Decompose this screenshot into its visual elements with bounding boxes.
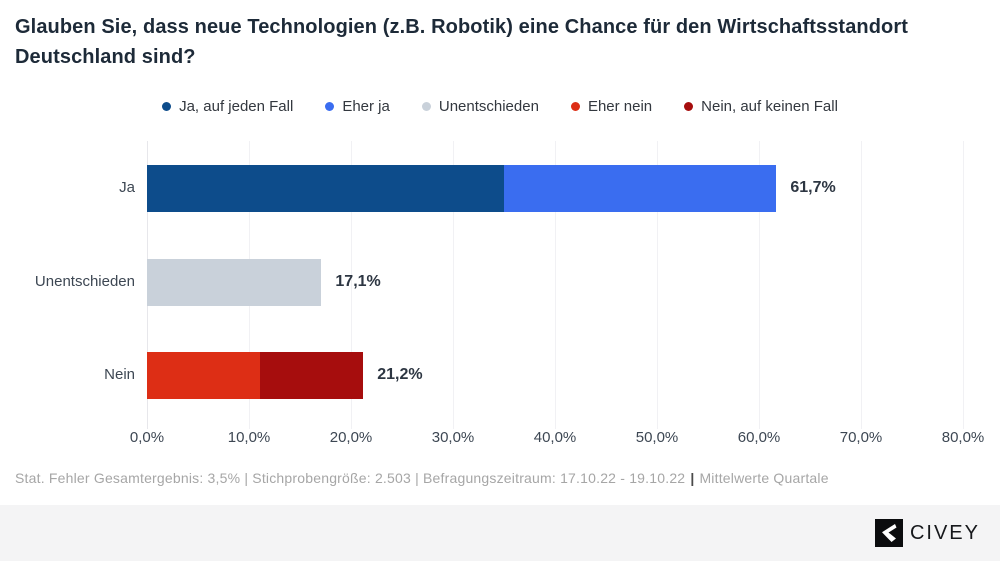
legend-label: Nein, auf keinen Fall <box>701 98 838 115</box>
legend-item: Nein, auf keinen Fall <box>684 98 838 115</box>
bar-row <box>147 352 363 399</box>
legend-item: Ja, auf jeden Fall <box>162 98 293 115</box>
bar-segment <box>147 259 321 306</box>
category-label: Nein <box>104 366 135 383</box>
legend-dot <box>570 102 580 111</box>
legend-label: Eher ja <box>342 98 390 115</box>
legend: Ja, auf jeden Fall Eher ja Unentschieden Eh… <box>0 98 1000 115</box>
footer-strip: CIVEY <box>0 505 1000 561</box>
bar-segment <box>147 352 261 399</box>
legend-item: Unentschieden <box>421 98 539 115</box>
category-label: Unentschieden <box>34 273 135 290</box>
source-main: Stat. Fehler Gesamtergebnis: 3,5% | Stic… <box>15 470 686 486</box>
source-highlight: Mittelwerte Quartale <box>699 470 829 486</box>
x-axis-tick-label: 50,0% <box>635 429 679 446</box>
bar-row <box>147 259 321 306</box>
civey-logo-text: CIVEY <box>909 521 980 544</box>
legend-label: Unentschieden <box>438 98 539 115</box>
bar-value-label: 17,1% <box>335 273 381 290</box>
legend-item: Eher ja <box>325 98 390 115</box>
bar-segment <box>260 352 363 399</box>
x-axis-tick-label: 60,0% <box>737 429 781 446</box>
x-axis-tick-label: 10,0% <box>227 429 271 446</box>
x-axis-tick-label: 20,0% <box>329 429 373 446</box>
x-axis-tick-label: 0,0% <box>129 429 165 446</box>
gridline <box>555 141 556 429</box>
source-line: Stat. Fehler Gesamtergebnis: 3,5% | Stic… <box>15 470 829 486</box>
legend-label: Ja, auf jeden Fall <box>179 98 294 115</box>
x-axis-tick-label: 40,0% <box>533 429 577 446</box>
legend-dot <box>325 102 335 111</box>
gridline <box>453 141 454 429</box>
bar-segment <box>147 165 504 212</box>
gridline <box>963 141 964 429</box>
gridline <box>351 141 352 429</box>
gridline <box>759 141 760 429</box>
bar-value-label: 61,7% <box>790 179 836 196</box>
civey-logo: CIVEY <box>874 519 980 547</box>
legend-dot <box>421 102 431 111</box>
gridline <box>657 141 658 429</box>
chart-title: Glauben Sie, dass neue Technologien (z.B… <box>15 16 909 68</box>
category-label: Ja <box>119 179 135 196</box>
legend-dot <box>162 102 172 111</box>
bar-segment <box>503 165 776 212</box>
bar-row <box>147 165 776 212</box>
source-divider: | <box>690 470 695 486</box>
gridline <box>861 141 862 429</box>
legend-label: Eher nein <box>587 98 653 115</box>
legend-item: Eher nein <box>570 98 653 115</box>
x-axis-tick-label: 80,0% <box>941 429 985 446</box>
x-axis-tick-label: 30,0% <box>431 429 475 446</box>
legend-dot <box>684 102 694 111</box>
x-axis-tick-label: 70,0% <box>839 429 883 446</box>
civey-logo-icon <box>874 519 903 547</box>
bar-value-label: 21,2% <box>377 366 423 383</box>
